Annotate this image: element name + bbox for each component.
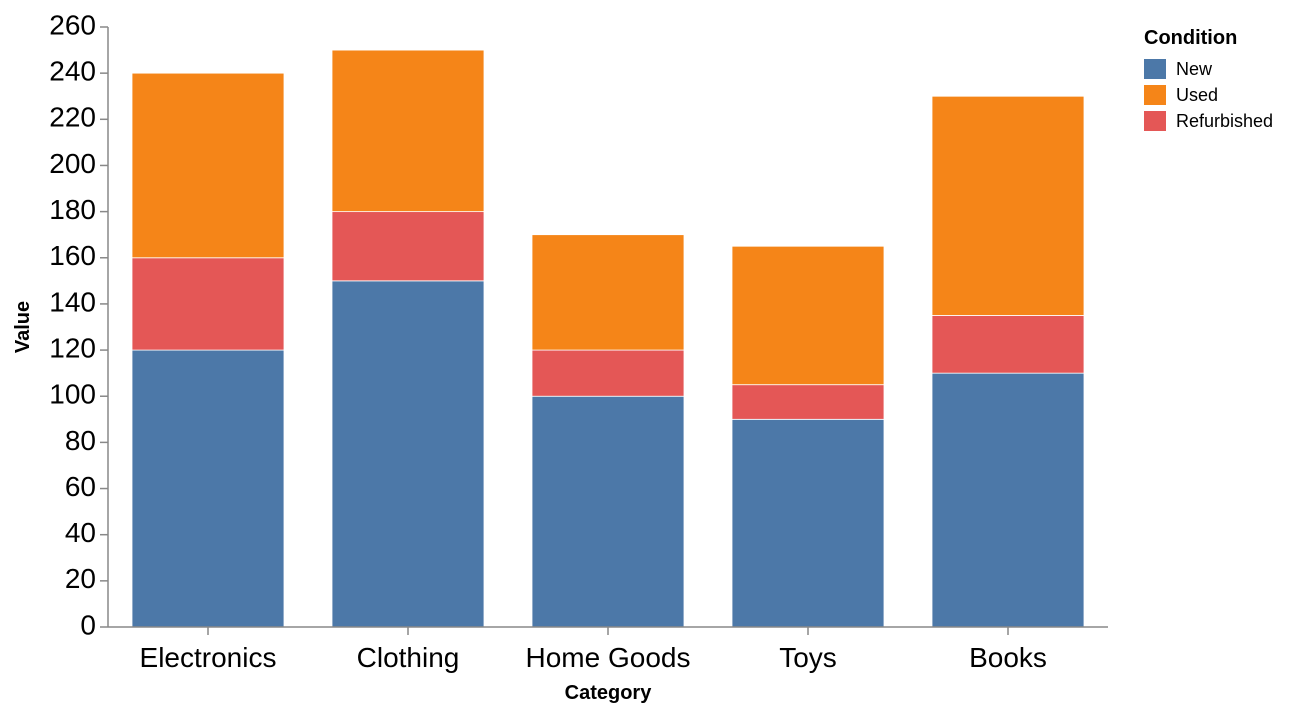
bar-home-goods-new: [531, 395, 685, 628]
x-tick-label-toys: Toys: [779, 642, 837, 673]
y-axis: 0 20 40 60 80 100 120 140 160 180 200 220 240 260: [49, 9, 109, 640]
x-tick-label-clothing: Clothing: [357, 642, 460, 673]
bar-electronics-used: [131, 72, 285, 259]
bar-electronics-refurbished: [131, 257, 285, 351]
bar-clothing-refurbished: [331, 211, 485, 282]
legend-label-new: New: [1176, 59, 1213, 79]
legend-swatch-new: [1144, 59, 1166, 79]
bar-toys-refurbished: [731, 384, 885, 420]
bars-layer: [131, 49, 1085, 628]
legend-title: Condition: [1144, 27, 1237, 49]
y-tick-label: 120: [49, 332, 96, 363]
y-tick-label: 40: [65, 517, 96, 548]
y-axis-title: Value: [12, 301, 34, 353]
y-tick-label: 260: [49, 9, 96, 40]
y-tick-label: 100: [49, 379, 96, 410]
x-axis: Electronics Clothing Home Goods Toys Books: [108, 626, 1108, 673]
legend: Condition New Used Refurbished: [1144, 27, 1273, 131]
legend-items: New Used Refurbished: [1144, 59, 1273, 131]
legend-swatch-used: [1144, 85, 1166, 105]
bar-books-refurbished: [931, 315, 1085, 374]
bar-home-goods-used: [531, 234, 685, 351]
y-tick-label: 220: [49, 102, 96, 133]
y-tick-label: 0: [80, 609, 96, 640]
legend-label-used: Used: [1176, 85, 1218, 105]
y-tick-label: 80: [65, 425, 96, 456]
y-tick-label: 200: [49, 148, 96, 179]
bar-clothing-new: [331, 280, 485, 628]
y-tick-label: 140: [49, 286, 96, 317]
y-tick-label: 180: [49, 194, 96, 225]
x-axis-title: Category: [565, 682, 653, 704]
x-tick-label-electronics: Electronics: [140, 642, 277, 673]
y-tick-label: 160: [49, 240, 96, 271]
bar-books-new: [931, 372, 1085, 628]
x-tick-label-home-goods: Home Goods: [526, 642, 691, 673]
legend-swatch-refurbished: [1144, 111, 1166, 131]
y-tick-label: 60: [65, 471, 96, 502]
bar-books-used: [931, 95, 1085, 316]
x-tick-label-books: Books: [969, 642, 1047, 673]
y-tick-label: 20: [65, 563, 96, 594]
bar-clothing-used: [331, 49, 485, 213]
legend-label-refurbished: Refurbished: [1176, 111, 1273, 131]
bar-toys-new: [731, 418, 885, 628]
y-tick-label: 240: [49, 56, 96, 87]
bar-home-goods-refurbished: [531, 349, 685, 397]
bar-toys-used: [731, 245, 885, 386]
bar-electronics-new: [131, 349, 285, 628]
